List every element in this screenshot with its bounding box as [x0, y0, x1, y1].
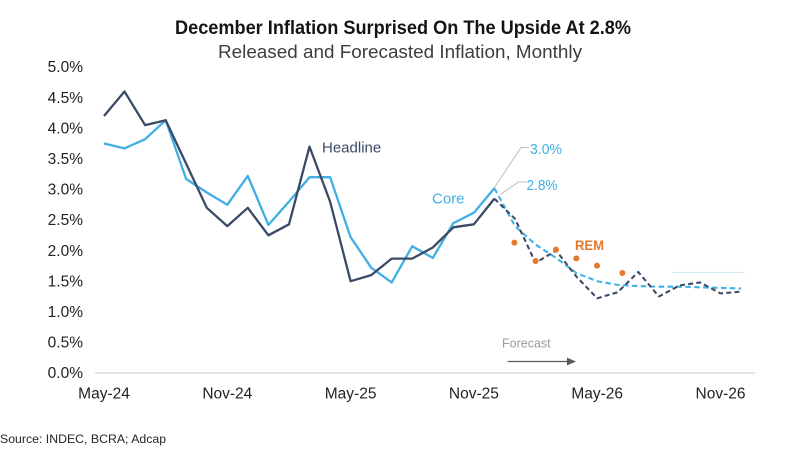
svg-text:1.5%: 1.5%	[48, 273, 84, 290]
svg-text:Nov-26: Nov-26	[696, 386, 746, 403]
svg-text:Forecast: Forecast	[502, 337, 551, 351]
svg-text:3.0%: 3.0%	[530, 142, 562, 158]
svg-text:0.0%: 0.0%	[48, 365, 84, 382]
svg-text:May-24: May-24	[78, 386, 130, 403]
svg-text:Headline: Headline	[322, 140, 381, 157]
svg-text:2.5%: 2.5%	[48, 212, 84, 229]
svg-text:4.0%: 4.0%	[48, 120, 84, 137]
svg-text:3.0%: 3.0%	[48, 182, 84, 199]
svg-text:2.8%: 2.8%	[527, 178, 558, 194]
svg-text:REM: REM	[575, 237, 604, 253]
svg-text:5.0%: 5.0%	[48, 59, 84, 76]
svg-text:Source: INDEC, BCRA; Adcap: Source: INDEC, BCRA; Adcap	[0, 432, 166, 446]
svg-text:Nov-24: Nov-24	[202, 386, 252, 403]
svg-text:Released and Forecasted Inflat: Released and Forecasted Inflation, Month…	[218, 42, 582, 62]
svg-text:3.5%: 3.5%	[48, 151, 84, 168]
svg-text:December Inflation Surprised O: December Inflation Surprised On The Upsi…	[175, 18, 631, 39]
svg-text:1.0%: 1.0%	[48, 304, 84, 321]
svg-text:May-26: May-26	[571, 386, 623, 403]
svg-text:4.5%: 4.5%	[48, 90, 84, 107]
svg-text:Nov-25: Nov-25	[449, 386, 499, 403]
svg-text:Core: Core	[432, 191, 465, 208]
svg-text:0.5%: 0.5%	[48, 335, 84, 352]
svg-text:2.0%: 2.0%	[48, 243, 84, 260]
svg-text:May-25: May-25	[325, 386, 377, 403]
